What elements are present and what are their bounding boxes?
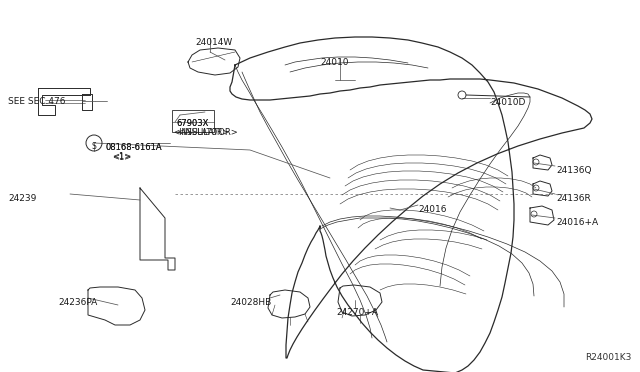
Text: S: S [92, 142, 97, 151]
Bar [172, 110, 214, 132]
Text: 08168-6161A: 08168-6161A [105, 143, 162, 152]
Text: R24001K3: R24001K3 [586, 353, 632, 362]
Text: 67903X: 67903X [176, 119, 209, 128]
Text: 24239: 24239 [8, 194, 36, 203]
Text: 24270+A: 24270+A [336, 308, 378, 317]
Text: 24010D: 24010D [490, 98, 525, 107]
Text: <INSULATOR>: <INSULATOR> [176, 128, 237, 137]
Text: 24236PA: 24236PA [58, 298, 97, 307]
Text: SEE SEC.476: SEE SEC.476 [8, 97, 65, 106]
Text: 08168-6161A: 08168-6161A [105, 143, 162, 152]
Text: 67903X: 67903X [176, 119, 209, 128]
Text: 24136Q: 24136Q [556, 166, 591, 175]
Text: 24010: 24010 [320, 58, 349, 67]
Text: 24028HB: 24028HB [230, 298, 271, 307]
Text: <1>: <1> [112, 153, 131, 162]
Text: 24016+A: 24016+A [556, 218, 598, 227]
Text: <INSULATOR>: <INSULATOR> [173, 128, 228, 137]
Text: 24016: 24016 [418, 205, 447, 214]
Text: 24136R: 24136R [556, 194, 591, 203]
Text: <1>: <1> [112, 152, 131, 161]
Text: 24014W: 24014W [195, 38, 232, 47]
